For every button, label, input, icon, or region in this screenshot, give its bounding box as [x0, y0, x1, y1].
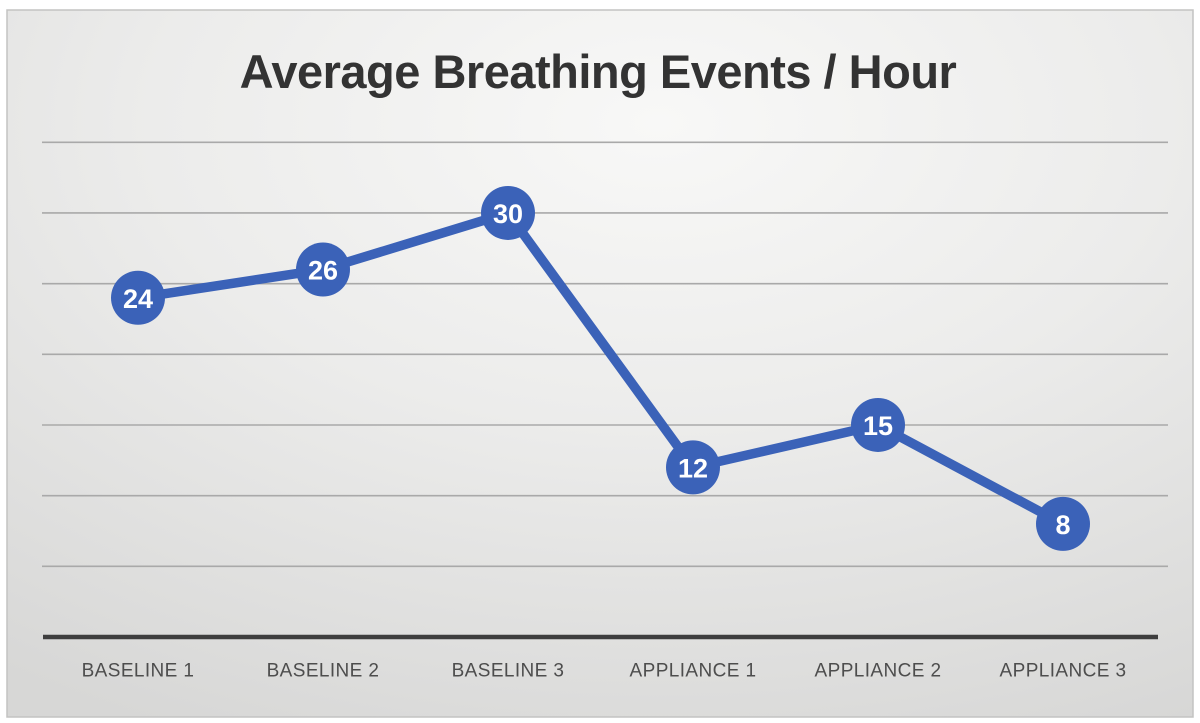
- data-point-markers: 24 26 30 12 15 8: [111, 185, 1090, 551]
- x-axis-label: APPLIANCE 3: [1000, 661, 1127, 682]
- data-point-marker: [481, 185, 535, 240]
- x-axis-label: BASELINE 1: [82, 661, 195, 682]
- data-point-marker: [851, 397, 905, 452]
- gridlines: [42, 141, 1168, 568]
- data-point-marker: [111, 270, 165, 325]
- chart-title: Average Breathing Events / Hour: [240, 45, 957, 98]
- series-line: [133, 208, 1068, 529]
- data-point-marker: [296, 242, 350, 297]
- data-point-label: 15: [863, 411, 893, 441]
- x-axis-label: BASELINE 3: [452, 661, 565, 682]
- data-point-label: 8: [1055, 510, 1070, 540]
- x-axis-label: BASELINE 2: [267, 661, 380, 682]
- x-axis-label: APPLIANCE 1: [630, 661, 757, 682]
- chart-panel: [6, 9, 1194, 718]
- x-axis-label: APPLIANCE 2: [815, 661, 942, 682]
- data-point-marker: [666, 440, 720, 495]
- data-point-label: 24: [123, 284, 153, 314]
- data-point-label: 30: [493, 199, 523, 229]
- data-point-label: 26: [308, 256, 338, 286]
- line-series: [133, 208, 1068, 529]
- data-point-label: 12: [678, 453, 708, 483]
- data-point-marker: [1036, 496, 1090, 551]
- x-axis-labels: BASELINE 1 BASELINE 2 BASELINE 3 APPLIANCE …: [82, 661, 1127, 682]
